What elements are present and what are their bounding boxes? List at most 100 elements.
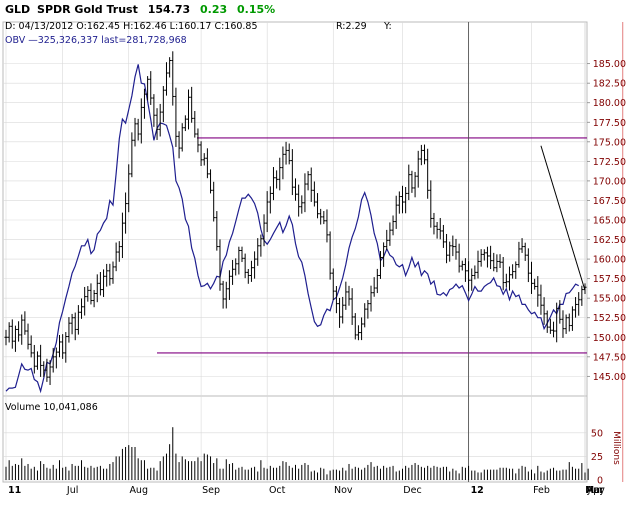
price-bar [363,303,367,328]
price-tick-label: 170.00 [593,176,626,187]
price-bar [419,144,423,166]
price-tick-label: 152.50 [593,313,626,324]
obv-legend: OBV —325,326,337 last=281,728,968 [5,35,187,46]
price-bar [429,180,433,228]
price-bar [224,281,228,309]
price-bar [552,321,556,338]
price-bar [231,259,235,285]
price-bar [561,310,565,338]
price-bar [253,251,257,279]
price-bar [183,115,187,132]
price-bar [426,148,430,199]
price-bar [467,261,471,292]
price-bar [473,265,477,280]
price-bar [120,212,124,259]
price-bar [294,178,297,201]
price-bar [168,57,172,78]
price-bar [507,266,511,291]
date-tick-label: Jul [66,485,78,496]
price-bar [451,235,455,257]
header-y-label: Y: [383,21,392,32]
price-bar [485,246,489,268]
price-bar [221,280,225,309]
price-bar [212,181,216,222]
price-bar [350,288,354,325]
price-bar [35,351,39,370]
header-ohlc: D: 04/13/2012 O:162.45 H:162.46 L:160.17… [5,21,258,32]
header-change: 0.23 [200,3,227,16]
date-tick-label: Aug [129,485,148,496]
price-bar [209,169,213,194]
price-bar [76,305,80,335]
price-bar [218,239,222,291]
price-bar [13,325,17,352]
price-bar [281,146,285,180]
price-bar [268,186,272,214]
price-bar [152,94,156,127]
price-bar [347,285,351,306]
price-bar [297,184,301,217]
price-bar [523,242,527,261]
price-bar [265,191,269,233]
price-bar [334,286,338,314]
price-bar [237,246,241,275]
price-tick-label: 162.50 [593,235,626,246]
price-bar [394,195,398,229]
price-tick-label: 165.00 [593,216,626,227]
price-bar [117,241,121,262]
price-bar [445,233,449,264]
volume-label: Volume 10,041,086 [5,402,98,413]
header-title: GLD SPDR Gold Trust 154.73 0.23 0.15% [5,3,275,16]
price-bar [67,317,71,343]
price-bar [558,300,562,324]
price-bar [23,311,27,335]
price-tick-label: 155.00 [593,294,626,305]
price-bar [564,314,568,334]
price-bar [102,269,106,297]
price-bar [39,344,43,377]
price-bar [246,269,250,284]
descending-trendline [540,145,586,291]
price-bar [227,270,231,300]
price-bar [322,211,326,225]
price-bar [271,167,275,201]
price-bar [177,131,181,159]
price-tick-label: 157.50 [593,274,626,285]
price-pane-frame [2,21,588,397]
header-ratio: R:2.29 [336,21,367,32]
price-bar [290,149,294,196]
price-bar [190,86,194,123]
price-bar [555,302,559,343]
price-bar [404,187,408,214]
price-bar [139,98,143,144]
volume-series [5,427,589,480]
price-bar [158,103,162,137]
price-bar [526,248,530,283]
price-bar [574,297,578,318]
price-bar [533,278,537,290]
price-bar [369,285,373,312]
price-bar [514,261,518,279]
price-bar [306,171,310,191]
price-bar [98,271,102,296]
price-bar [51,347,55,373]
price-bar [149,71,153,105]
volume-axis: 50 25 0 [591,428,603,486]
price-bar [32,344,36,374]
price-bar [92,289,96,308]
header-name: SPDR Gold Trust [37,3,138,16]
header-symbol: GLD [5,3,30,16]
price-bar [378,251,382,279]
price-bar [382,242,386,267]
price-bar [460,260,464,271]
price-bar [397,191,401,214]
obv-line [5,64,579,394]
price-bar [205,148,209,179]
price-bar [463,258,467,282]
price-bar [583,283,587,294]
price-tick-label: 177.50 [593,118,626,129]
price-bar [356,325,360,341]
price-bar [391,215,395,236]
price-bar [215,211,219,251]
